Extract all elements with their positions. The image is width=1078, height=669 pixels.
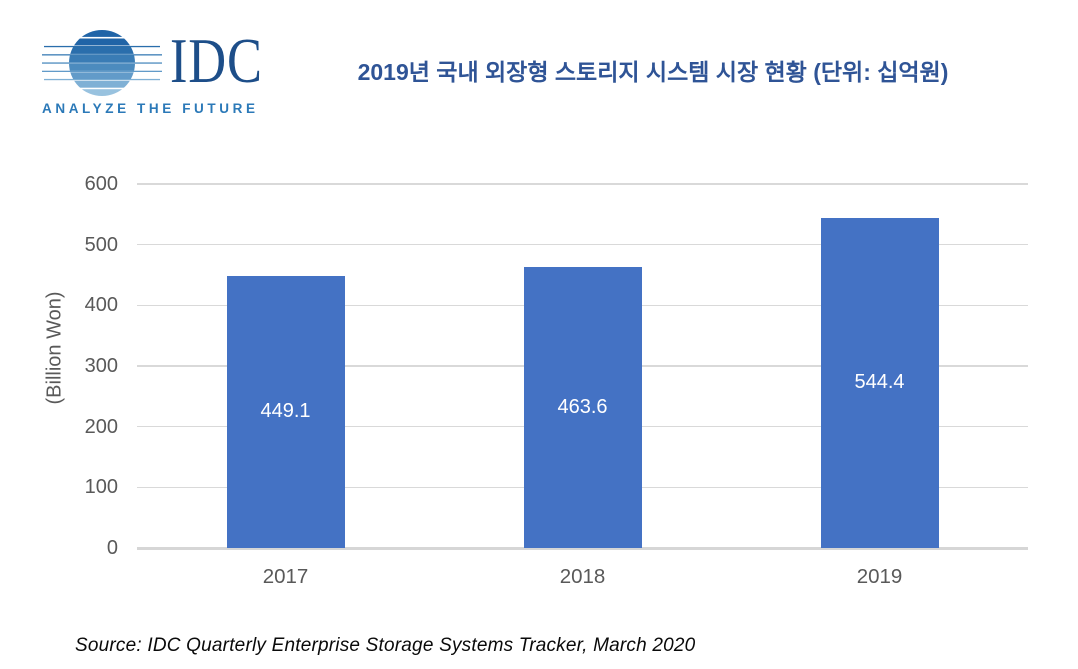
y-tick-label: 500	[84, 233, 118, 256]
chart-title: 2019년 국내 외장형 스토리지 시스템 시장 현황 (단위: 십억원)	[357, 59, 949, 85]
source-note: Source: IDC Quarterly Enterprise Storage…	[75, 635, 696, 656]
y-tick-label: 400	[84, 294, 118, 317]
idc-logo: IDC ANALYZE THE FUTURE	[42, 25, 263, 116]
x-tick-label: 2017	[262, 565, 309, 588]
x-tick-label: 2019	[856, 565, 903, 588]
bar-value-label: 463.6	[557, 395, 608, 418]
bar-2019: 544.4	[820, 217, 939, 548]
idc-logo-tagline: ANALYZE THE FUTURE	[42, 101, 259, 116]
bar-value-label: 544.4	[854, 371, 905, 394]
x-tick-label: 2018	[559, 565, 606, 588]
globe-latitude-lines	[42, 45, 162, 81]
y-tick-label: 100	[84, 476, 118, 499]
y-tick-label: 200	[84, 415, 118, 438]
idc-globe-icon	[42, 30, 162, 96]
bar-2018: 463.6	[523, 266, 642, 548]
bar-2017: 449.1	[226, 275, 345, 548]
gridline	[137, 243, 1028, 246]
y-tick-label: 0	[106, 537, 118, 559]
globe-stripes	[69, 30, 135, 96]
x-axis-line	[137, 546, 1028, 550]
idc-logo-text: IDC	[170, 25, 263, 96]
idc-logo-top: IDC	[42, 25, 263, 96]
y-tick-label: 600	[84, 173, 118, 195]
y-tick-label: 300	[84, 355, 118, 377]
gridline	[137, 183, 1028, 185]
bar-value-label: 449.1	[260, 400, 311, 423]
